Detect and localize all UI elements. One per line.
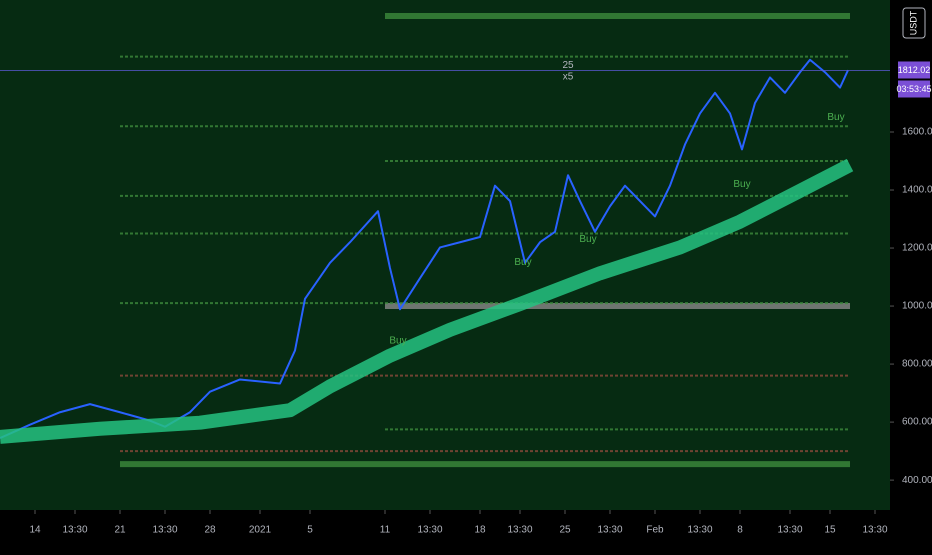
countdown-label: 03:53:45 <box>896 84 931 94</box>
annotation: Buy <box>827 112 844 123</box>
x-tick-label: 14 <box>29 525 41 536</box>
x-tick-label: 21 <box>114 525 126 536</box>
x-tick-label: 2021 <box>249 525 272 536</box>
annotation: x5 <box>563 72 574 83</box>
x-tick-label: 13:30 <box>597 525 622 536</box>
ema-band <box>0 158 854 444</box>
x-tick-label: 13:30 <box>507 525 532 536</box>
annotation: 25 <box>562 60 574 71</box>
x-tick-label: 13:30 <box>777 525 802 536</box>
countdown-badge <box>898 80 930 98</box>
y-tick-label: 1400.00 <box>902 185 932 196</box>
annotation: Buy <box>389 336 406 347</box>
x-tick-label: 15 <box>824 525 836 536</box>
x-tick-label: 13:30 <box>862 525 887 536</box>
x-tick-label: 18 <box>474 525 486 536</box>
annotation: Buy <box>514 257 531 268</box>
x-tick-label: 13:30 <box>417 525 442 536</box>
y-tick-label: 1600.00 <box>902 127 932 138</box>
x-tick-label: 13:30 <box>152 525 177 536</box>
y-tick-label: 600.00 <box>902 417 932 428</box>
x-tick-label: 25 <box>559 525 571 536</box>
x-tick-label: Feb <box>646 525 664 536</box>
y-tick-label: 400.00 <box>902 475 932 486</box>
y-tick-label: 800.00 <box>902 359 932 370</box>
x-tick-label: 5 <box>307 525 313 536</box>
time-axis <box>0 510 890 550</box>
currency-box <box>902 7 926 39</box>
x-tick-label: 11 <box>380 525 391 536</box>
x-tick-label: 28 <box>204 525 216 536</box>
x-tick-label: 8 <box>737 525 743 536</box>
x-tick-label: 13:30 <box>687 525 712 536</box>
annotation: Buy <box>733 179 750 190</box>
price-badge <box>898 61 930 79</box>
currency-label: USDT <box>908 10 918 35</box>
y-tick-label: 1200.00 <box>902 243 932 254</box>
price-line <box>0 58 849 439</box>
y-tick-label: 1000.00 <box>902 301 932 312</box>
annotation: Buy <box>579 234 596 245</box>
price-badge-label: 1812.02 <box>898 65 931 75</box>
x-tick-label: 13:30 <box>62 525 87 536</box>
